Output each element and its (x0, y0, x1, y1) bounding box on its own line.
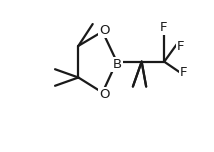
Text: B: B (113, 58, 122, 71)
Text: O: O (99, 24, 110, 37)
Text: F: F (160, 21, 167, 34)
Text: F: F (180, 66, 187, 79)
Text: O: O (99, 88, 110, 101)
Text: F: F (177, 40, 184, 53)
